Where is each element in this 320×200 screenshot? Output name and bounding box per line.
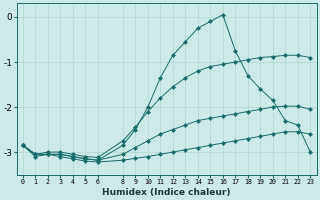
X-axis label: Humidex (Indice chaleur): Humidex (Indice chaleur)	[102, 188, 231, 197]
